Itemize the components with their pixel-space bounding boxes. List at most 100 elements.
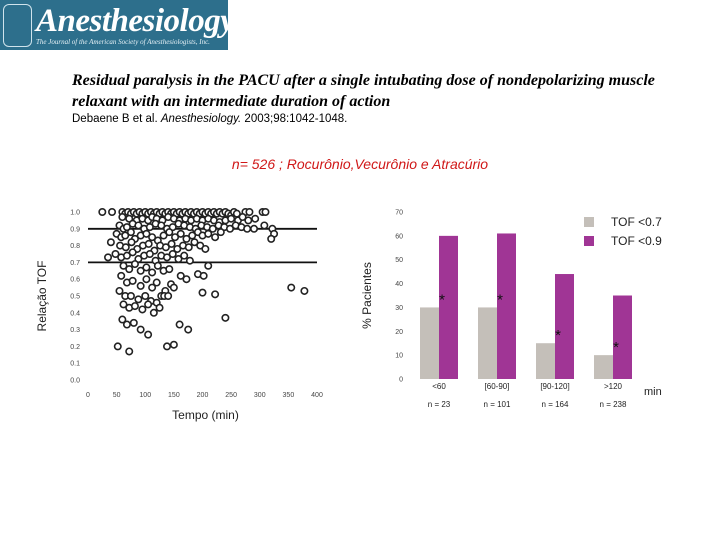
scatter-point	[164, 291, 173, 300]
scatter-point	[111, 250, 120, 259]
scatter-point	[184, 243, 193, 252]
bar	[439, 235, 458, 379]
scatter-point	[176, 271, 185, 280]
scatter-chart: 0.0 0.1 0.2 0.3 0.4 0.5 0.6 0.7 0.8 0.9 1.0 0 50 100 1…	[35, 208, 323, 422]
scatter-x-tick-label: 350	[283, 392, 295, 399]
scatter-point	[122, 320, 131, 329]
bar-chart: 0 10 20 30 40 50 60 70 % Pacientes <60 n = 23 * [60-…	[360, 210, 662, 410]
scatter-point	[201, 244, 210, 253]
scatter-point	[128, 248, 137, 257]
bar-category-label: [60-90]	[485, 382, 510, 391]
scatter-point	[182, 275, 191, 284]
study-subtitle: n= 526 ; Rocurônio,Vecurônio e Atracúrio	[231, 156, 489, 172]
scatter-point	[199, 271, 208, 280]
bar-category-n-label: n = 164	[542, 400, 569, 409]
scatter-point	[188, 231, 197, 240]
scatter-point	[169, 340, 178, 349]
scatter-point	[104, 253, 113, 262]
scatter-point	[136, 325, 145, 334]
scatter-y-tick-label: 0.8	[70, 243, 80, 250]
scatter-point	[267, 234, 276, 243]
scatter-point	[113, 342, 122, 351]
scatter-point	[221, 313, 230, 322]
bar-y-axis-title: % Pacientes	[360, 262, 374, 329]
scatter-point	[149, 308, 158, 317]
citation: Debaene B et al. Anesthesiology. 2003;98…	[72, 113, 347, 125]
scatter-point	[175, 320, 184, 329]
citation-journal: Anesthesiology.	[160, 113, 242, 125]
scatter-x-tick-label: 300	[254, 392, 266, 399]
scatter-point	[211, 233, 220, 242]
scatter-point	[167, 239, 176, 248]
bar-x-axis-title: min	[644, 386, 662, 398]
scatter-point	[142, 275, 151, 284]
scatter-point	[211, 290, 220, 299]
scatter-point	[129, 318, 138, 327]
legend-swatch	[584, 236, 594, 246]
logo-subtitle: The Journal of the American Society of A…	[36, 38, 210, 46]
bar-y-tick-label: 60	[395, 233, 403, 240]
scatter-point	[118, 213, 127, 222]
scatter-x-tick-label: 100	[139, 392, 151, 399]
logo-title: Anesthesiology	[36, 3, 228, 39]
scatter-point	[185, 256, 194, 265]
scatter-point	[136, 266, 145, 275]
scatter-point	[244, 216, 253, 225]
scatter-y-tick-label: 0.4	[70, 310, 80, 317]
scatter-point	[122, 223, 131, 232]
bar	[594, 355, 613, 379]
scatter-point	[171, 233, 180, 242]
scatter-point	[98, 208, 107, 217]
scatter-point	[157, 221, 166, 230]
scatter-point	[144, 239, 153, 248]
bar	[613, 295, 632, 379]
bar-category-label: [90-120]	[540, 382, 569, 391]
bar-category-n-label: n = 101	[484, 400, 511, 409]
bar-y-tick-label: 20	[395, 329, 403, 336]
scatter-y-tick-label: 0.5	[70, 294, 80, 301]
significance-asterisk: *	[439, 291, 445, 308]
scatter-point	[251, 214, 260, 223]
scatter-point	[260, 221, 269, 230]
scatter-point	[163, 342, 172, 351]
scatter-point	[245, 208, 254, 217]
scatter-point	[128, 276, 137, 285]
scatter-point	[198, 288, 207, 297]
scatter-point	[134, 221, 143, 230]
scatter-y-tick-label: 0.9	[70, 226, 80, 233]
scatter-point	[108, 208, 117, 217]
scatter-y-tick-label: 0.1	[70, 361, 80, 368]
scatter-y-tick-label: 0.2	[70, 344, 80, 351]
scatter-point	[134, 295, 143, 304]
significance-asterisk: *	[613, 339, 619, 356]
scatter-point	[144, 330, 153, 339]
scatter-point	[169, 283, 178, 292]
scatter-y-tick-label: 0.3	[70, 327, 80, 334]
scatter-point	[115, 286, 124, 295]
scatter-point	[261, 208, 270, 217]
bar-y-tick-label: 40	[395, 281, 403, 288]
scatter-point	[176, 229, 185, 238]
scatter-point	[168, 250, 177, 259]
scatter-x-tick-label: 250	[225, 392, 237, 399]
scatter-point	[159, 231, 168, 240]
bar-category-n-label: n = 23	[428, 400, 451, 409]
scatter-point	[227, 214, 236, 223]
scatter-point	[136, 281, 145, 290]
scatter-point	[165, 228, 174, 237]
scatter-point	[141, 291, 150, 300]
scatter-point	[142, 229, 151, 238]
scatter-x-tick-label: 150	[168, 392, 180, 399]
scatter-point	[153, 261, 162, 270]
scatter-point	[130, 302, 139, 311]
bar-y-tick-label: 30	[395, 305, 403, 312]
slide-title: Residual paralysis in the PACU after a s…	[72, 72, 655, 110]
scatter-point	[180, 251, 189, 260]
scatter-y-tick-label: 1.0	[70, 210, 80, 217]
legend-label: TOF <0.7	[611, 215, 662, 229]
scatter-point	[204, 261, 213, 270]
legend-swatch	[584, 217, 594, 227]
scatter-point	[182, 234, 191, 243]
significance-asterisk: *	[497, 291, 503, 308]
